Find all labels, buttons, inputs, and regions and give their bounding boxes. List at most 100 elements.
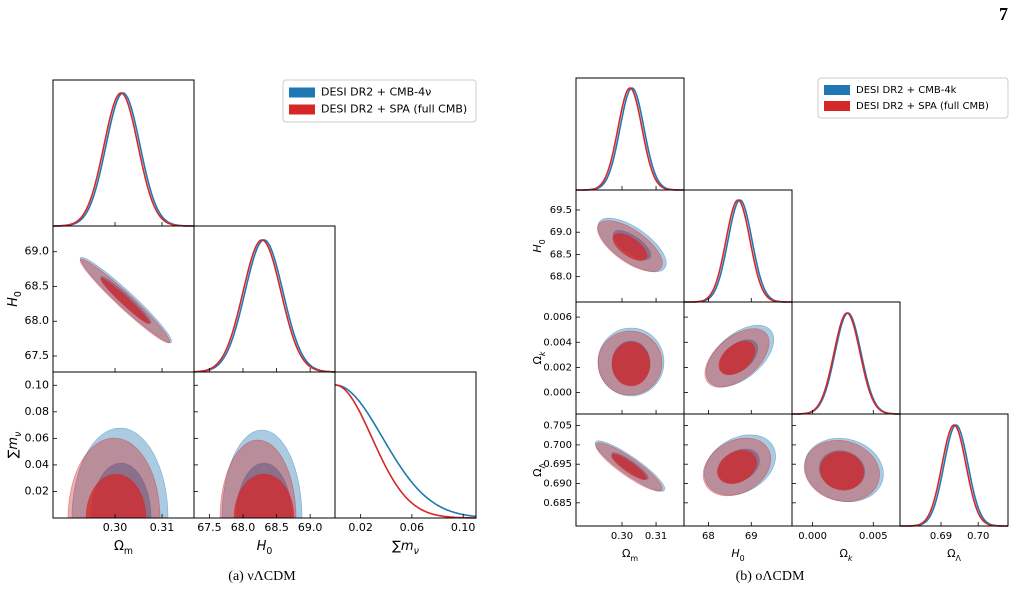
x-axis-label-part: k: [848, 554, 853, 563]
x-axis-label-part: Ω: [622, 547, 630, 560]
marginal-curve: [576, 87, 684, 191]
y-axis-label-part: ν: [13, 432, 24, 437]
x-tick-label: 0.30: [103, 521, 128, 534]
y-axis-label: Ωk: [531, 351, 547, 364]
contour-68: [718, 340, 756, 376]
y-tick-label: 69.5: [550, 205, 572, 216]
marginal-curve: [900, 424, 1008, 527]
x-axis-label: Ωm: [622, 547, 638, 563]
marginal-curve: [335, 384, 477, 518]
contour-68: [819, 451, 865, 491]
y-axis-label-part: ∑: [6, 449, 21, 458]
contour-68: [100, 278, 150, 324]
panel-frame: [791, 301, 901, 415]
y-tick-label: 69.0: [25, 245, 50, 258]
page-number: 7: [999, 4, 1008, 24]
marginal-curve: [193, 239, 335, 373]
marginal-curve: [335, 384, 476, 519]
x-tick-label: 69: [745, 531, 758, 542]
x-tick-label: 69.0: [298, 521, 323, 534]
x-tick-label: 68.5: [264, 521, 289, 534]
x-axis-label-part: 0: [740, 554, 745, 563]
contour-68: [233, 473, 295, 518]
legend-label: DESI DR2 + SPA (full CMB): [856, 101, 989, 112]
y-tick-label: 0.08: [25, 405, 50, 418]
y-axis-label-part: Ω: [531, 469, 544, 477]
y-tick-label: 68.5: [25, 279, 50, 292]
marginal-curve: [193, 239, 335, 373]
legend-label: DESI DR2 + CMB-4k: [856, 85, 957, 96]
x-axis-label: H0: [257, 539, 273, 558]
x-axis-label-part: H: [731, 547, 739, 560]
x-axis-label-part: ∑: [392, 539, 401, 554]
marginal-curve: [576, 87, 684, 191]
x-tick-label: 68.0: [231, 521, 256, 534]
y-tick-label: 67.5: [25, 349, 50, 362]
x-tick-label: 0.31: [150, 521, 175, 534]
y-tick-label: 0.700: [543, 440, 572, 451]
x-tick-label: 67.5: [197, 521, 222, 534]
legend-label: DESI DR2 + CMB-4ν: [321, 86, 431, 99]
x-axis-label-part: m: [401, 539, 414, 554]
marginal-curve: [684, 199, 792, 303]
contour-68: [717, 449, 757, 485]
y-axis-label-part: 0: [13, 291, 24, 297]
x-axis-label: H0: [731, 547, 744, 563]
y-axis-label-part: k: [538, 351, 547, 356]
panel-frame: [575, 77, 685, 191]
y-tick-label: 0.690: [543, 479, 572, 490]
x-tick-label: 0.06: [400, 521, 425, 534]
marginal-curve: [900, 424, 1008, 527]
marginal-curve: [792, 312, 900, 415]
x-tick-label: 68: [702, 531, 715, 542]
x-axis-label-part: ν: [414, 546, 419, 557]
marginal-curve: [52, 92, 194, 227]
y-axis-label-part: 0: [538, 239, 547, 244]
y-tick-label: 0.000: [543, 388, 572, 399]
y-tick-label: 0.02: [25, 484, 50, 497]
x-axis-label-part: H: [257, 539, 267, 554]
legend-box: [282, 79, 477, 123]
x-axis-label: ∑mν: [392, 539, 419, 558]
contour-68: [85, 473, 147, 518]
x-tick-label: 0.10: [451, 521, 476, 534]
y-tick-label: 0.04: [25, 458, 50, 471]
y-axis-label: ∑mν: [6, 432, 25, 459]
panel-frame: [899, 413, 1009, 527]
y-tick-label: 0.006: [543, 312, 572, 323]
x-axis-label-part: Λ: [955, 554, 961, 563]
y-tick-label: 0.705: [543, 421, 572, 432]
legend-swatch: [289, 87, 315, 98]
y-tick-label: 0.004: [543, 337, 572, 348]
figure-caption: (a) νΛCDM: [228, 569, 296, 584]
y-tick-label: 0.695: [543, 459, 572, 470]
legend-box: [817, 77, 1009, 119]
x-tick-label: 0.000: [798, 531, 827, 542]
x-axis-label-part: m: [124, 546, 133, 557]
figure-caption: (b) oΛCDM: [736, 569, 805, 584]
marginal-curve: [684, 199, 792, 303]
y-axis-label-part: H: [531, 244, 544, 252]
x-tick-label: 0.30: [611, 531, 633, 542]
y-axis-label: H0: [531, 239, 547, 252]
x-axis-label-part: Ω: [947, 547, 955, 560]
y-tick-label: 68.0: [550, 272, 572, 283]
y-axis-label: H0: [6, 291, 25, 307]
panel-frame: [52, 79, 195, 227]
y-axis-label-part: Λ: [538, 463, 547, 469]
y-tick-label: 68.5: [550, 249, 572, 260]
contour-68: [611, 341, 651, 387]
x-tick-label: 0.31: [645, 531, 667, 542]
panel-frame: [334, 371, 477, 519]
panel-frame: [193, 225, 336, 373]
x-axis-label-part: Ω: [114, 539, 124, 554]
x-axis-label: ΩΛ: [947, 547, 961, 563]
x-axis-label: Ωk: [840, 547, 853, 563]
contour-68: [611, 453, 647, 481]
y-axis-label-part: H: [6, 297, 21, 307]
y-axis-label-part: m: [6, 437, 21, 450]
y-tick-label: 0.06: [25, 431, 50, 444]
legend-swatch: [289, 104, 315, 115]
y-tick-label: 68.0: [25, 314, 50, 327]
x-axis-label-part: m: [630, 554, 638, 563]
